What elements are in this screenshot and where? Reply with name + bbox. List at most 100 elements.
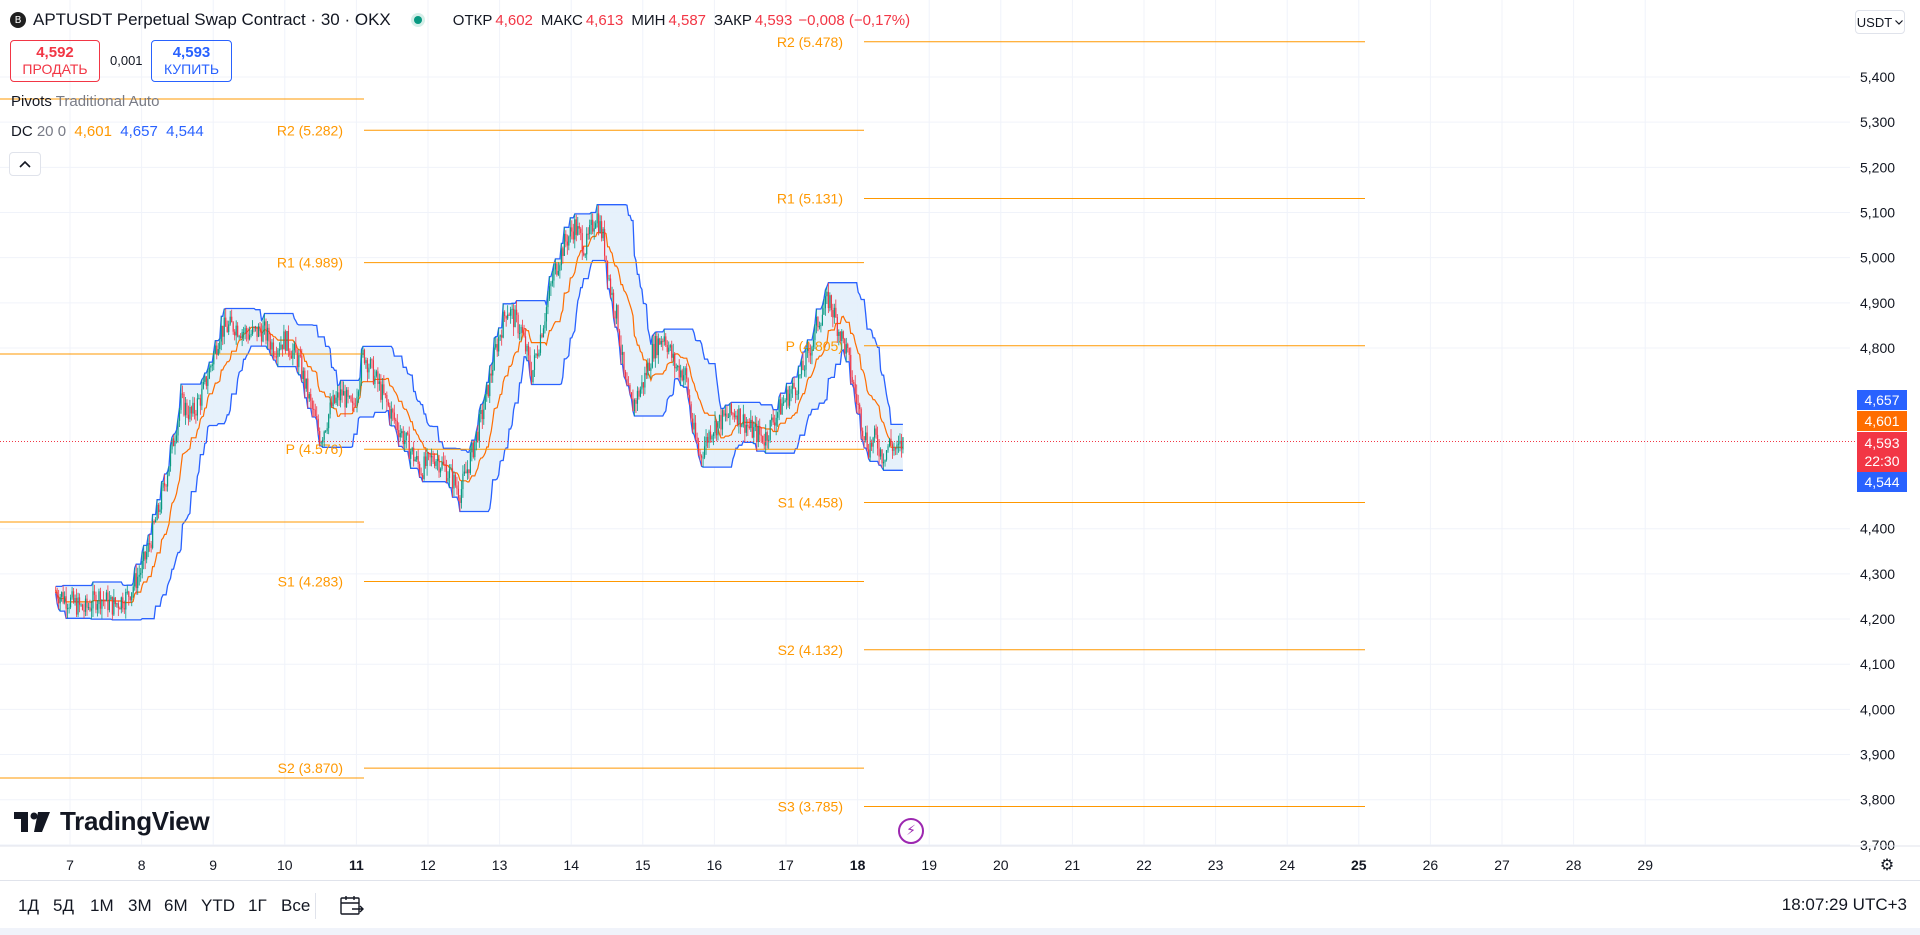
candle-body (762, 435, 764, 443)
candle-body (110, 596, 112, 600)
candle-body (797, 374, 800, 395)
ohlc-low-value: 4,587 (668, 11, 707, 29)
legend-collapse-button[interactable] (9, 152, 41, 176)
time-axis[interactable]: 7 8 9 10 11 12 13 14 15 16 17 18 19 20 21 22 23 24 25 26 27 2… (0, 845, 1920, 873)
lightning-icon[interactable]: ⚡ (898, 818, 924, 844)
pivot-level-label: P (4.805) (786, 338, 843, 354)
candle-body (243, 331, 245, 333)
candle-body (760, 434, 762, 436)
candle-body (323, 431, 325, 440)
calendar-goto-icon[interactable] (338, 894, 364, 918)
time-tick-label: 16 (707, 857, 723, 873)
buy-button[interactable]: 4,593 КУПИТЬ (151, 40, 232, 82)
time-tick-label: 7 (66, 857, 74, 873)
range-button-6m[interactable]: 6М (164, 896, 188, 915)
price-tick-label: 5,300 (1860, 114, 1895, 130)
range-button-1d[interactable]: 1Д (18, 896, 39, 915)
candle-body (254, 326, 257, 328)
candle-body (393, 412, 395, 420)
candle-body (748, 426, 750, 429)
candle-body (862, 430, 864, 437)
pivot-level-label: S2 (3.870) (278, 760, 343, 776)
candle-body (647, 362, 649, 376)
candle-body (326, 428, 328, 431)
price-axis[interactable]: 3,700 3,800 3,900 4,000 4,100 4,200 4,300 4,400… (1860, 69, 1895, 853)
range-button-1m[interactable]: 1М (90, 896, 114, 915)
candle-body (301, 355, 303, 380)
candle-body (486, 384, 488, 395)
candle-body (605, 255, 607, 261)
candle-body (280, 344, 282, 350)
candle-body (662, 341, 664, 343)
tradingview-logo[interactable]: TradingView (14, 806, 210, 837)
market-status-icon[interactable] (410, 13, 425, 27)
candle-body (706, 436, 709, 443)
symbol-title[interactable]: APTUSDT Perpetual Swap Contract · 30 · O… (33, 10, 391, 29)
candle-body (586, 233, 588, 255)
candle-body (887, 446, 889, 451)
candle-body (314, 409, 316, 417)
candle-body (192, 402, 194, 414)
chevron-down-icon (1895, 19, 1904, 25)
candle-body (711, 436, 713, 440)
candle-body (624, 371, 627, 379)
time-tick-label: 25 (1351, 857, 1367, 873)
candle-body (671, 345, 673, 358)
candle-body (223, 317, 225, 337)
candle-body (274, 356, 276, 358)
time-tick-label: 8 (138, 857, 146, 873)
candle-body (75, 598, 78, 615)
candle-body (644, 372, 646, 388)
gear-icon[interactable]: ⚙ (1879, 854, 1895, 874)
candle-body (592, 219, 594, 232)
currency-selector[interactable]: USDT (1855, 10, 1905, 34)
candle-body (888, 438, 891, 447)
candle-body (284, 331, 286, 351)
candle-body (783, 401, 785, 404)
candle-body (319, 431, 321, 444)
candle-body (565, 233, 567, 242)
candle-body (277, 350, 279, 358)
candle-body (416, 456, 418, 460)
candle-body (690, 403, 692, 419)
candle-body (168, 466, 170, 476)
candle-body (159, 509, 161, 513)
candle-body (587, 233, 589, 235)
candle-body (465, 471, 467, 474)
candle-body (566, 241, 568, 246)
candle-body (542, 328, 545, 338)
candle-body (387, 402, 389, 406)
range-button-1y[interactable]: 1Г (248, 896, 267, 915)
candle-body (806, 348, 809, 351)
candle-body (651, 343, 653, 368)
range-button-ytd[interactable]: YTD (201, 896, 235, 915)
range-button-3m[interactable]: 3М (128, 896, 152, 915)
pivot-level-label: R1 (4.989) (277, 255, 343, 271)
pivots-legend[interactable]: Pivots Traditional Auto (11, 93, 159, 110)
candle-body (563, 233, 565, 256)
candle-body (681, 370, 683, 381)
ohlc-close-value: 4,593 (754, 11, 793, 29)
sell-button[interactable]: 4,592 ПРОДАТЬ (10, 40, 100, 82)
candle-body (596, 213, 598, 224)
candle-body (287, 331, 289, 351)
timezone-clock[interactable]: 18:07:29 UTC+3 (1781, 895, 1907, 914)
candle-body (451, 468, 454, 489)
price-chart[interactable]: R2 (5.282) R1 (4.989) P (4.576) S1 (4.283) S… (0, 0, 1920, 880)
candle-body (234, 331, 236, 336)
candle-body (153, 521, 155, 523)
candle-body (114, 597, 116, 605)
candle-body (598, 213, 600, 233)
candle-body (724, 413, 727, 416)
candle-body (777, 412, 779, 418)
candle-body (538, 352, 540, 357)
ohlc-open-value: 4,602 (495, 11, 533, 29)
candle-body (790, 389, 792, 394)
candle-body (530, 370, 533, 383)
range-button-all[interactable]: Все (281, 896, 311, 915)
range-button-5d[interactable]: 5Д (53, 896, 74, 915)
candle-body (803, 369, 806, 371)
candle-body (872, 437, 874, 447)
dc-legend[interactable]: DC 20 0 4,601 4,657 4,544 (11, 123, 204, 140)
candle-body (836, 317, 838, 336)
